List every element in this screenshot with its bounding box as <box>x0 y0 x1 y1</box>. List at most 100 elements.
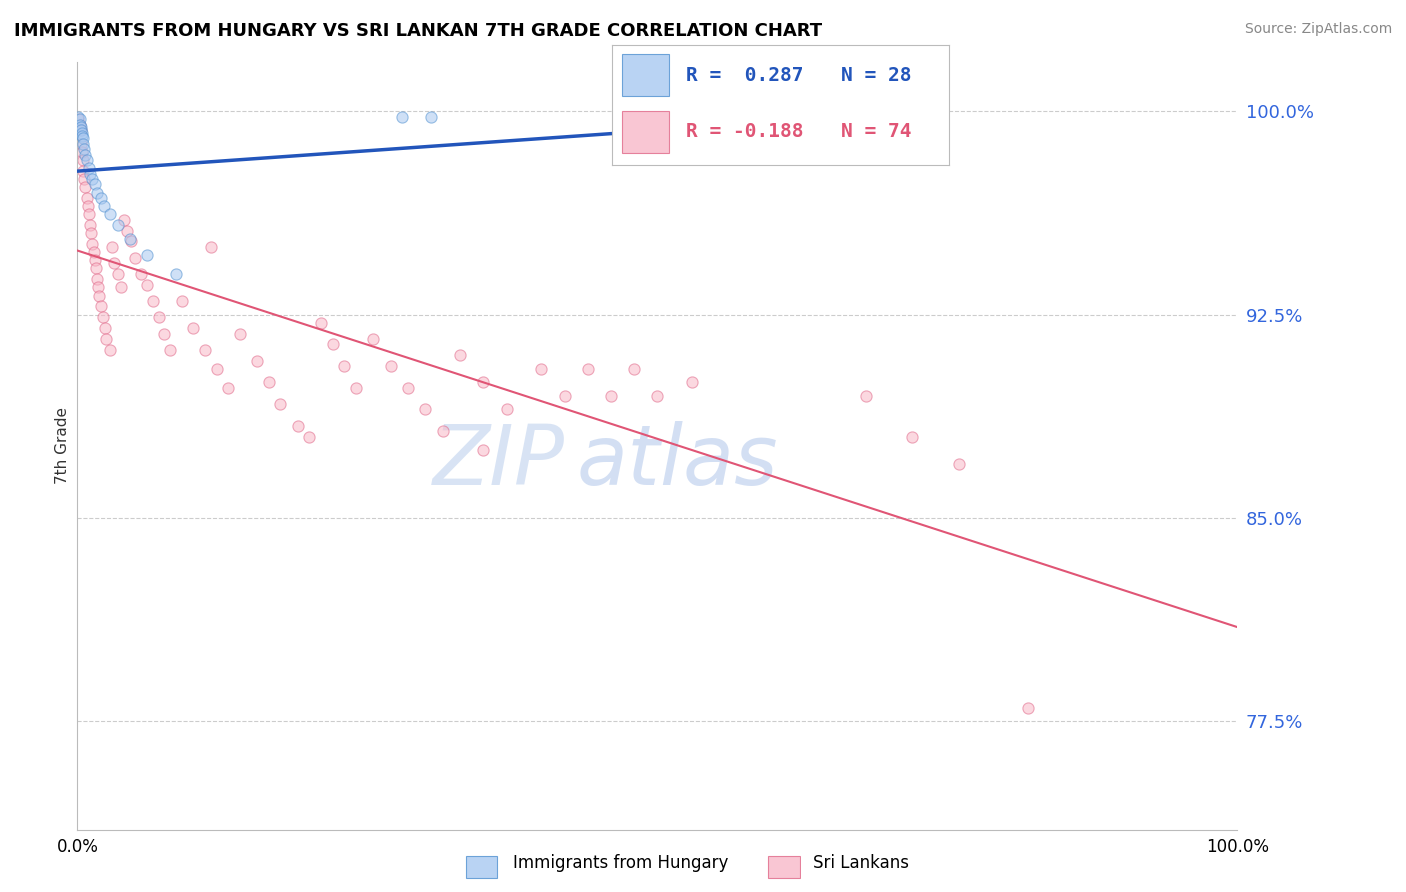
Point <box>70 126 93 140</box>
Point <box>472 376 495 390</box>
Point <box>72 153 94 167</box>
Point <box>257 376 280 390</box>
Point <box>79 218 101 232</box>
Point <box>84 261 107 276</box>
Point <box>321 337 344 351</box>
Point <box>76 153 98 167</box>
Y-axis label: 7th Grade: 7th Grade <box>55 408 70 484</box>
Point <box>200 240 222 254</box>
Point <box>72 131 94 145</box>
Text: IMMIGRANTS FROM HUNGARY VS SRI LANKAN 7TH GRADE CORRELATION CHART: IMMIGRANTS FROM HUNGARY VS SRI LANKAN 7T… <box>14 22 823 40</box>
Point <box>93 199 115 213</box>
Point <box>90 299 111 313</box>
Point <box>217 381 239 395</box>
Point <box>309 316 332 330</box>
Point <box>396 381 419 395</box>
FancyBboxPatch shape <box>465 855 498 879</box>
Point <box>165 267 187 281</box>
Point <box>948 457 970 471</box>
Point <box>153 326 176 341</box>
Point <box>901 429 924 443</box>
Point <box>269 397 291 411</box>
Point <box>79 167 101 181</box>
Point <box>159 343 181 357</box>
Point <box>67 110 90 124</box>
Point <box>91 310 114 325</box>
Point <box>82 237 104 252</box>
Point <box>80 226 103 240</box>
Point <box>855 389 877 403</box>
Point <box>449 348 471 362</box>
Point <box>69 136 91 151</box>
Point <box>77 207 100 221</box>
FancyBboxPatch shape <box>621 54 669 96</box>
Text: Immigrants from Hungary: Immigrants from Hungary <box>513 855 728 872</box>
Point <box>344 381 367 395</box>
Point <box>112 212 135 227</box>
Point <box>287 418 309 433</box>
Point <box>69 118 91 132</box>
Point <box>391 110 413 124</box>
Point <box>681 376 703 390</box>
Point <box>205 361 228 376</box>
Text: Source: ZipAtlas.com: Source: ZipAtlas.com <box>1244 22 1392 37</box>
Point <box>69 120 91 135</box>
Point <box>69 123 91 137</box>
Point <box>135 248 157 262</box>
Point <box>183 321 205 335</box>
Point <box>75 180 97 194</box>
Point <box>413 402 436 417</box>
Point <box>82 172 104 186</box>
Point <box>530 361 553 376</box>
Point <box>107 267 129 281</box>
Point <box>73 142 96 156</box>
Text: R =  0.287: R = 0.287 <box>686 66 803 85</box>
Point <box>98 207 121 221</box>
Point <box>432 424 454 438</box>
Point <box>83 178 105 192</box>
Text: N = 74: N = 74 <box>841 122 911 142</box>
Point <box>228 326 252 341</box>
Point <box>94 321 117 335</box>
Point <box>623 361 645 376</box>
Point <box>69 123 91 137</box>
Point <box>86 272 108 286</box>
Point <box>124 251 146 265</box>
Point <box>76 199 98 213</box>
Point <box>83 245 105 260</box>
Text: R = -0.188: R = -0.188 <box>686 122 803 142</box>
Point <box>420 110 443 124</box>
Point <box>120 235 142 249</box>
Point <box>118 232 141 246</box>
Point <box>101 240 124 254</box>
Point <box>107 218 129 232</box>
Point <box>194 343 217 357</box>
Point <box>361 332 384 346</box>
Point <box>554 389 576 403</box>
Point <box>110 280 132 294</box>
Point <box>647 389 669 403</box>
Point <box>170 293 193 308</box>
Point <box>129 267 152 281</box>
Point <box>333 359 356 373</box>
FancyBboxPatch shape <box>768 855 800 879</box>
Point <box>103 256 125 270</box>
Point <box>576 361 599 376</box>
Point <box>115 223 138 237</box>
Point <box>600 389 623 403</box>
Point <box>785 110 807 124</box>
Point <box>298 429 321 443</box>
Point <box>472 443 495 458</box>
Text: ZIP: ZIP <box>433 421 565 502</box>
Point <box>89 288 111 302</box>
Point <box>90 191 111 205</box>
Point <box>96 332 118 346</box>
Point <box>808 110 831 124</box>
Point <box>72 136 94 151</box>
Point <box>86 186 108 200</box>
Point <box>70 128 93 143</box>
Point <box>246 353 269 368</box>
Text: atlas: atlas <box>576 421 778 502</box>
Point <box>77 161 100 176</box>
Point <box>72 164 94 178</box>
